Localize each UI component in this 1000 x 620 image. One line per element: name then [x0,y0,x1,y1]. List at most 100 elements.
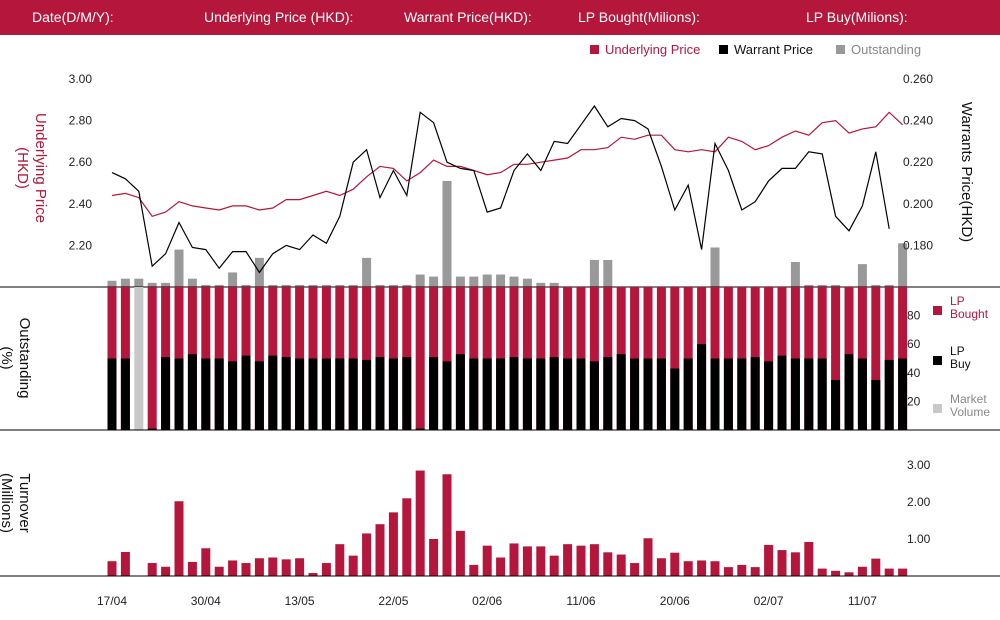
lp-buy-bar [777,355,787,430]
lp-buy-bar [496,358,506,430]
left-tick-label: 2.80 [69,114,93,128]
left-tick-label: 2.60 [69,155,93,169]
lp-buy-bar [844,354,854,430]
lp-buy-bar [884,359,894,430]
lp-buy-bar [683,358,693,430]
turnover-bar [496,557,506,576]
outstanding-bar [509,276,519,287]
turnover-bar [697,560,707,576]
lp-buy-bar [482,358,492,430]
lp-buy-bar [509,357,519,430]
outstanding-bar [790,262,800,287]
turnover-bar [375,524,385,576]
outstanding-bar [857,264,867,287]
outstanding-bar [147,282,157,287]
outstanding-bar [871,284,881,287]
turnover-bar [616,554,626,576]
lp-buy-bar [831,379,841,430]
lp-buy-bar [308,358,318,430]
x-tick-label: 30/04 [191,594,221,608]
right-tick-label: 0.220 [903,155,933,169]
turnover-bar [844,572,854,576]
x-tick-label: 02/06 [472,594,502,608]
lp-buy-bar [214,358,224,430]
underlying-axis-title: Underlying Price(HKD) [14,113,49,223]
legend-label: Outstanding [851,42,921,57]
lp-buy-bar [656,358,666,430]
lp-buy-bar [817,358,827,430]
right-tick-label: 0.260 [903,72,933,86]
lp-bought-label: LP Bought(Milions): [578,9,700,25]
lp-buy-bar [254,361,264,430]
x-tick-label: 22/05 [378,594,408,608]
lp-buy-bar [469,358,479,430]
legend-swatch [836,45,845,54]
lp-buy-bar [201,358,211,430]
outstanding-bar [375,284,385,287]
outstanding-bar [362,257,372,287]
turnover-bar [884,568,894,576]
outstanding-bar [335,284,345,287]
lp-buy-bar [643,358,653,430]
turnover-bar [241,563,251,576]
legend-label: LP Buy [950,344,971,371]
outstanding-bar [589,259,599,287]
lp-buy-bar [898,358,908,430]
lp-buy-bar [750,357,760,430]
outstanding-bar [228,272,238,287]
lp-buy-bar [442,361,452,430]
lp-buy-bar [697,344,707,430]
outstanding-bar [549,282,559,287]
legend-swatch [719,45,728,54]
lp-buy-bar [187,354,197,430]
turnover-bar [388,512,398,576]
x-tick-label: 11/07 [848,594,877,608]
lp-buy-bar [402,357,412,430]
lp-buy-bar [589,361,599,430]
outstanding-bar [187,278,197,287]
outstanding-bar [268,284,278,287]
lp-buy-bar [536,358,546,430]
lp-bought-bar [831,287,841,430]
outstanding-bar [161,282,171,287]
turnover-bar [509,543,519,576]
turnover-bar [161,566,171,576]
turnover-bar [549,555,559,576]
turnover-bar [683,561,693,576]
turnover-bar [804,541,814,576]
lp-bought-bar [871,287,881,430]
legend-label: Market Volume [950,392,990,419]
legend-swatch [933,404,942,413]
turnover-bar [656,558,666,576]
lp-buy-label: LP Buy(Milions): [806,9,908,25]
turnover-bar [589,544,599,576]
outstanding-bar [107,280,117,287]
turnover-bar [228,560,238,576]
outstanding-bar [710,247,720,287]
lp-buy-bar [563,358,573,430]
lp-buy-bar [120,358,130,430]
turnover-bar [469,564,479,576]
turnover-axis-title: Turnover(Millions) [0,473,33,533]
legend-swatch [933,306,942,315]
left-tick-label: 2.20 [69,238,93,252]
turnover-bar [147,563,157,576]
turnover-bar [308,573,318,576]
outstanding-bar [442,180,452,287]
outstanding-bar [482,274,492,287]
turnover-bar [576,545,586,576]
turnover-bar [482,545,492,576]
lp-buy-bar [670,368,680,430]
lp-buy-bar [522,358,532,430]
turnover-bar [362,533,372,576]
turnover-bar [402,498,412,576]
outstanding-bar [496,274,506,287]
pct-tick-label: 40 [907,366,921,380]
outstanding-axis-title: Outstanding(%) [0,318,33,399]
outstanding-bar [469,276,479,287]
lp-buy-bar [710,358,720,430]
turnover-bar [522,546,532,576]
outstanding-bar [429,276,439,287]
turnover-bar [563,544,573,576]
outstanding-bar [281,284,291,287]
